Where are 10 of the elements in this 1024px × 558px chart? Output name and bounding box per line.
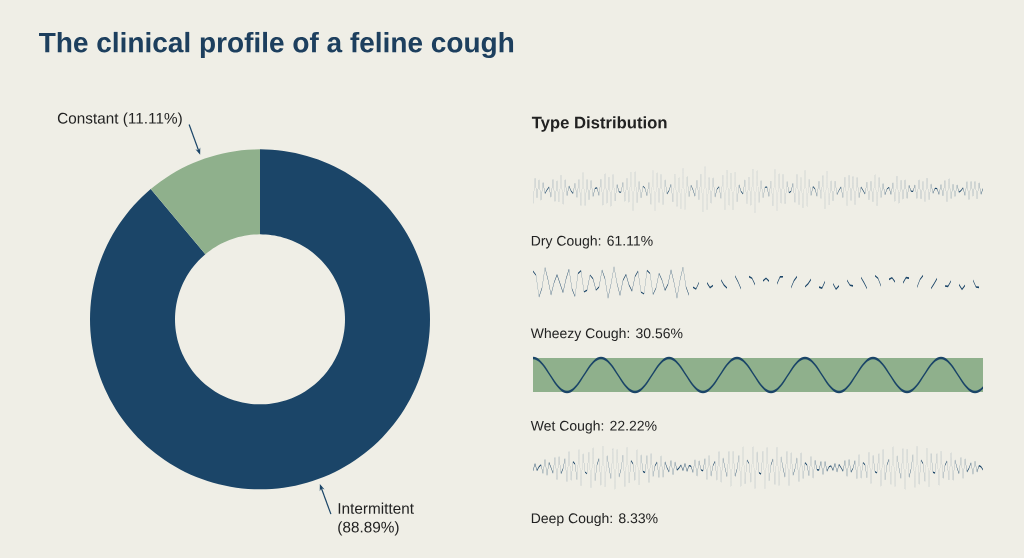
slice-label: Constant (57, 112, 119, 124)
slice-label: Intermittent (338, 502, 414, 514)
chart-title: The clinical profile of a feline cough (39, 31, 514, 59)
text: Wet Cough: 22.22% (530, 420, 657, 434)
text: Dry Cough: 61.11% (531, 235, 653, 249)
text: Deep Cough: 8.33% (531, 512, 658, 527)
data-label: (11.11%) (123, 112, 182, 127)
text: Type Distribution (531, 116, 667, 132)
text: Wheezy Cough: 30.56% (530, 327, 683, 342)
data-label: (88.89%) (338, 521, 399, 536)
